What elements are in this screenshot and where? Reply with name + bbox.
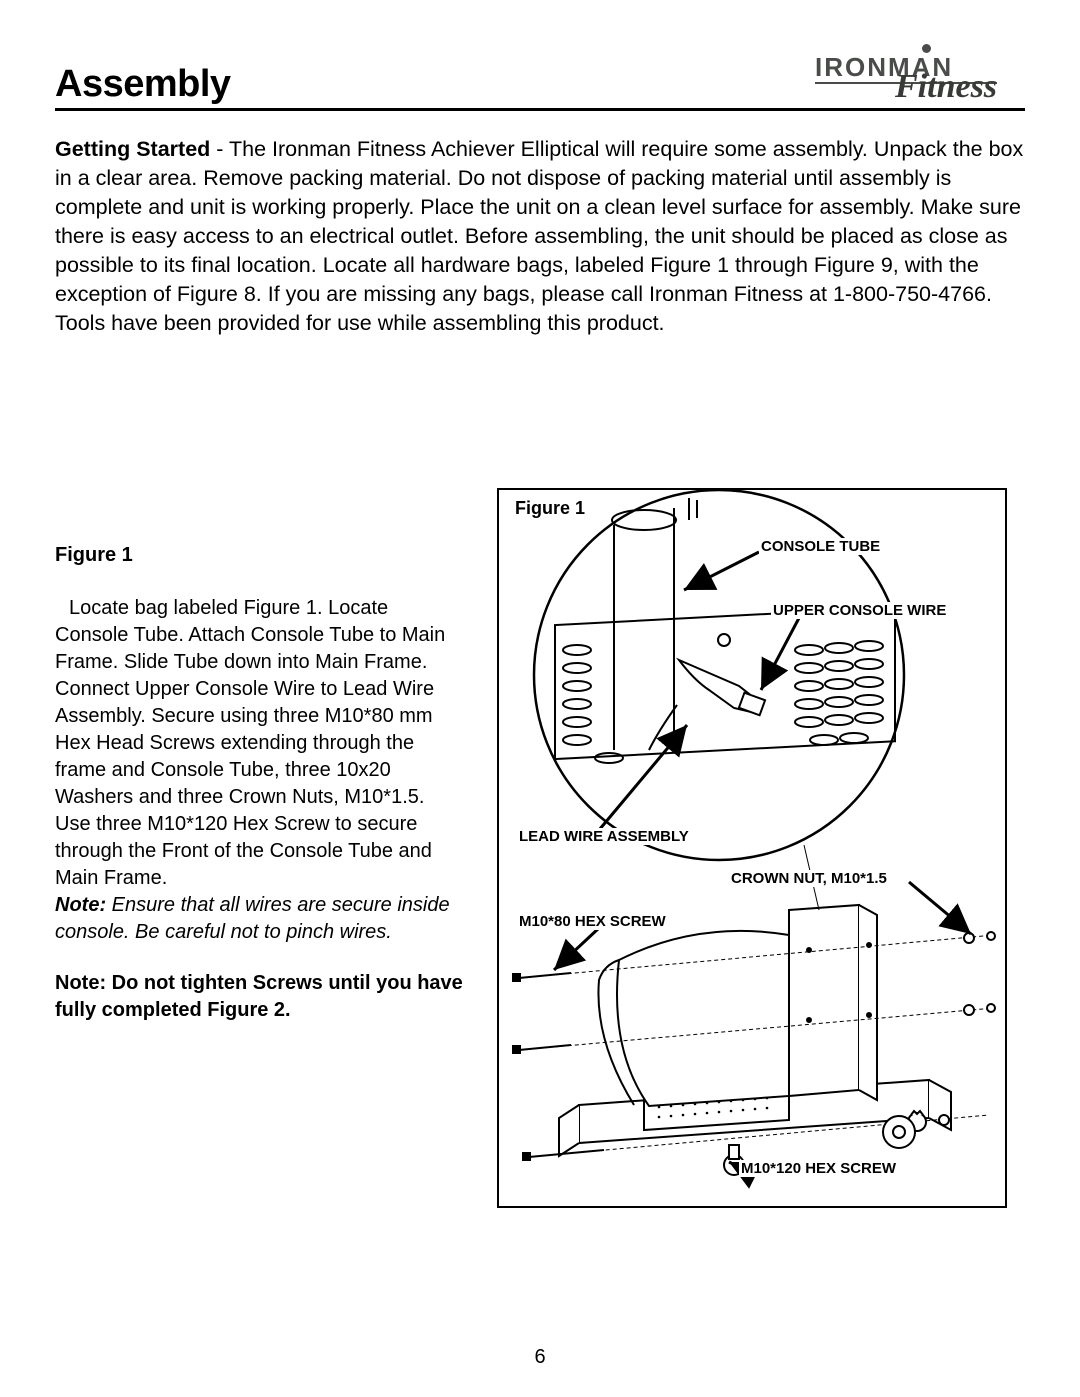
diagram-svg: [499, 490, 1007, 1208]
section-title: Assembly: [55, 63, 231, 106]
intro-body: - The Ironman Fitness Achiever Elliptica…: [55, 137, 1023, 335]
figure1-note: Note: Ensure that all wires are secure i…: [55, 892, 465, 946]
figure1-note-bold: Note: Do not tighten Screws until you ha…: [55, 970, 465, 1024]
callout-lead-wire-assembly: LEAD WIRE ASSEMBLY: [517, 828, 691, 845]
header-row: Assembly IRONMAN Fitness: [55, 50, 1025, 111]
page-number: 6: [0, 1346, 1080, 1369]
note-text: Ensure that all wires are secure inside …: [55, 894, 450, 943]
callout-upper-console-wire: UPPER CONSOLE WIRE: [771, 602, 948, 619]
figure-caption: Figure 1: [513, 498, 587, 519]
intro-lead: Getting Started: [55, 137, 210, 161]
figure-diagram: Figure 1 CONSOLE TUBE UPPER CONSOLE WIRE…: [497, 488, 1007, 1208]
logo-script-text: Fitness: [895, 68, 997, 106]
figure-label: Figure 1: [55, 544, 465, 567]
note-label: Note:: [55, 894, 106, 916]
intro-paragraph: Getting Started - The Ironman Fitness Ac…: [55, 135, 1025, 338]
content-row: Figure 1 Locate bag labeled Figure 1. Lo…: [55, 488, 1025, 1208]
callout-hex-screw-80: M10*80 HEX SCREW: [517, 913, 668, 930]
figure1-instructions: Locate bag labeled Figure 1. Locate Cons…: [55, 595, 465, 892]
instructions-column: Figure 1 Locate bag labeled Figure 1. Lo…: [55, 488, 465, 1024]
brand-logo: IRONMAN Fitness: [815, 50, 1025, 106]
callout-console-tube: CONSOLE TUBE: [759, 538, 882, 555]
callout-crown-nut: CROWN NUT, M10*1.5: [729, 870, 889, 887]
callout-hex-screw-120: M10*120 HEX SCREW: [739, 1160, 898, 1177]
